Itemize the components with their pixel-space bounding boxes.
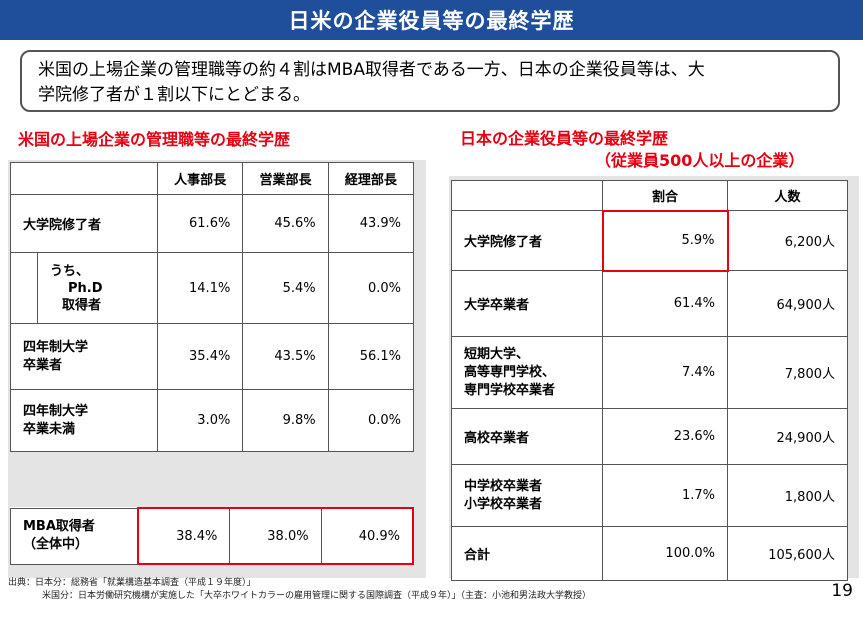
row-label-line: 卒業者 [23,357,63,373]
mba-cell: 40.9% [320,507,414,565]
row-label: MBA取得者 （全体中） [10,507,139,565]
jp-section-title: 日本の企業役員等の最終学歴 （従業員500人以上の企業） [460,128,804,172]
row-label: 四年制大学 卒業未満 [10,389,158,452]
table-row: MBA取得者 （全体中） 38.4% 38.0% 40.9% [10,507,414,565]
row-label: 短期大学、 高等専門学校、 専門学校卒業者 [451,336,603,409]
cell: 6,200人 [727,210,848,271]
source-line-1: 出典：日本分：総務省「就業構造基本調査（平成１９年度）」 [8,578,256,588]
row-label-line: 四年制大学 [23,403,89,419]
cell: 105,600人 [727,526,848,581]
mba-cell: 38.4% [137,507,231,565]
row-label: 大学院修了者 [10,194,158,253]
jp-table: 割合 人数 大学院修了者 5.9% 6,200人 大学卒業者 61.4% 64,… [451,180,848,581]
table-row: 中学校卒業者 小学校卒業者 1.7% 1,800人 [451,464,848,527]
row-label-line: 中学校卒業者 [464,478,543,494]
row-label-line: 四年制大学 [23,339,89,355]
cell: 0.0% [327,252,415,324]
cell: 43.5% [242,323,329,390]
row-label: 大学院修了者 [451,210,603,271]
us-header-corner [10,162,158,195]
us-header-col: 営業部長 [242,162,329,195]
cell: 24,900人 [727,408,848,465]
table-row: 高校卒業者 23.6% 24,900人 [451,408,848,465]
table-row: 四年制大学 卒業者 35.4% 43.5% 56.1% [10,323,415,390]
jp-header-corner [451,180,603,211]
table-row: 合計 100.0% 105,600人 [451,526,848,581]
row-label-line: 取得者 [62,297,102,313]
jp-title-line-1: 日本の企業役員等の最終学歴 [460,129,669,148]
row-label-line: MBA取得者 [23,519,95,534]
jp-header-col: 人数 [727,180,848,211]
row-label-line: 卒業未満 [23,421,76,437]
table-row: 短期大学、 高等専門学校、 専門学校卒業者 7.4% 7,800人 [451,336,848,409]
slide-title: 日米の企業役員等の最終学歴 [288,9,575,33]
cell: 61.4% [602,270,728,337]
cell: 100.0% [602,526,728,581]
summary-line-2: 学院修了者が１割以下にとどまる。 [38,85,310,105]
row-label: 合計 [451,526,603,581]
us-table: 人事部長 営業部長 経理部長 大学院修了者 61.6% 45.6% 43.9% … [10,162,415,452]
cell: 14.1% [156,252,244,324]
table-row: うち、 Ph.D 取得者 14.1% 5.4% 0.0% [10,252,415,324]
row-label-line: 専門学校卒業者 [464,382,556,398]
mba-table: MBA取得者 （全体中） 38.4% 38.0% 40.9% [10,507,414,565]
page-number: 19 [831,581,853,601]
cell: 43.9% [327,194,415,253]
cell: 45.6% [242,194,329,253]
source-line-2: 米国分：日本労働研究機構が実施した「大卒ホワイトカラーの雇用管理に関する国際調査… [42,591,592,601]
row-label-line: うち、 [50,263,90,279]
highlight-cell: 5.9% [601,209,729,272]
cell: 61.6% [156,194,244,253]
row-label: 四年制大学 卒業者 [10,323,158,390]
table-row: 四年制大学 卒業未満 3.0% 9.8% 0.0% [10,389,415,452]
row-label-line: 高等専門学校、 [464,364,556,380]
cell: 7.4% [602,336,728,409]
jp-header-col: 割合 [602,180,728,211]
slide-title-bar: 日米の企業役員等の最終学歴 [0,0,863,40]
row-label-line: 小学校卒業者 [464,496,543,512]
row-label-line: Ph.D [68,280,103,296]
cell: 1,800人 [727,464,848,527]
source-note: 出典：日本分：総務省「就業構造基本調査（平成１９年度）」 米国分：日本労働研究機… [8,577,591,603]
us-section-title: 米国の上場企業の管理職等の最終学歴 [18,130,291,149]
row-label-line: 短期大学、 [464,346,530,362]
row-label-cell: うち、 Ph.D 取得者 [10,252,158,324]
cell: 35.4% [156,323,244,390]
cell: 7,800人 [727,336,848,409]
us-header-col: 経理部長 [327,162,415,195]
cell: 64,900人 [727,270,848,337]
cell: 23.6% [602,408,728,465]
mba-cell: 38.0% [229,507,322,565]
cell: 56.1% [327,323,415,390]
row-label: 大学卒業者 [451,270,603,337]
table-row: 大学院修了者 61.6% 45.6% 43.9% [10,194,415,253]
summary-line-1: 米国の上場企業の管理職等の約４割はMBA取得者である一方、日本の企業役員等は、大 [38,60,705,80]
row-label: 高校卒業者 [451,408,603,465]
table-row: 大学卒業者 61.4% 64,900人 [451,270,848,337]
row-label: 中学校卒業者 小学校卒業者 [451,464,603,527]
summary-box: 米国の上場企業の管理職等の約４割はMBA取得者である一方、日本の企業役員等は、大… [20,50,840,112]
cell: 5.4% [242,252,329,324]
cell: 9.8% [242,389,329,452]
row-label-line: （全体中） [23,537,89,552]
us-header-col: 人事部長 [156,162,244,195]
cell: 3.0% [156,389,244,452]
cell: 1.7% [602,464,728,527]
table-row: 大学院修了者 5.9% 6,200人 [451,209,848,272]
jp-title-line-2: （従業員500人以上の企業） [595,151,805,170]
cell: 0.0% [327,389,415,452]
